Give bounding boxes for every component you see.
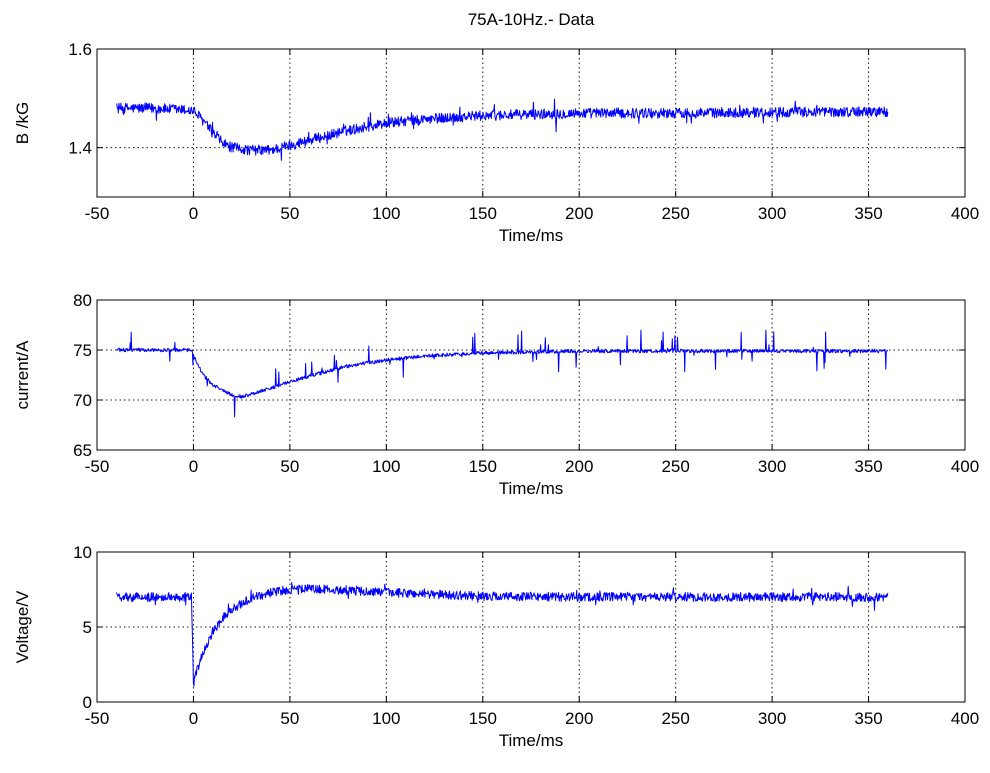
x-tick-label: 400 (951, 204, 979, 223)
x-tick-label: 0 (189, 204, 198, 223)
y-tick-label: 0 (83, 693, 92, 712)
x-tick-label: 400 (951, 457, 979, 476)
x-axis-label: Time/ms (499, 479, 564, 498)
y-axis-label: Voltage/V (13, 590, 32, 663)
y-tick-label: 1.6 (68, 40, 92, 59)
x-tick-label: -50 (85, 709, 110, 728)
y-tick-label: 80 (73, 291, 92, 310)
x-tick-label: 400 (951, 709, 979, 728)
y-axis-label: B /kG (13, 102, 32, 145)
axes-frame (96, 551, 966, 703)
y-tick-label: 5 (83, 618, 92, 637)
data-trace (116, 329, 888, 418)
x-tick-label: -50 (85, 457, 110, 476)
x-tick-label: 200 (565, 709, 593, 728)
x-tick-label: -50 (85, 204, 110, 223)
x-tick-label: 150 (469, 709, 497, 728)
x-tick-label: 250 (661, 709, 689, 728)
x-tick-label: 50 (280, 204, 299, 223)
x-tick-label: 350 (854, 709, 882, 728)
x-axis-label: Time/ms (499, 226, 564, 245)
y-axis-label: current/A (13, 340, 32, 410)
x-tick-label: 50 (280, 457, 299, 476)
x-tick-label: 200 (565, 204, 593, 223)
y-tick-label: 65 (73, 441, 92, 460)
y-tick-label: 10 (73, 543, 92, 562)
x-tick-label: 300 (758, 709, 786, 728)
x-tick-label: 250 (661, 457, 689, 476)
subplot-3: -50 0 50 100 150 200 250 300 350 4000510Time/msVo… (13, 543, 979, 750)
x-tick-label: 0 (189, 709, 198, 728)
x-tick-label: 100 (372, 457, 400, 476)
x-tick-label: 100 (372, 709, 400, 728)
data-trace (115, 582, 889, 687)
x-tick-label: 50 (280, 709, 299, 728)
x-tick-label: 350 (854, 457, 882, 476)
x-tick-label: 300 (758, 204, 786, 223)
y-tick-label: 70 (73, 391, 92, 410)
y-tick-label: 75 (73, 341, 92, 360)
x-tick-label: 100 (372, 204, 400, 223)
x-tick-label: 200 (565, 457, 593, 476)
data-trace (116, 98, 889, 161)
x-tick-label: 150 (469, 457, 497, 476)
x-axis-label: Time/ms (499, 731, 564, 750)
x-tick-label: 250 (661, 204, 689, 223)
x-tick-label: 300 (758, 457, 786, 476)
x-tick-label: 350 (854, 204, 882, 223)
axes-frame (96, 48, 966, 198)
axes-frame (96, 299, 966, 451)
subplot-1: -50 0 50 100 150 200 250 300 350 400 1.4 1.6 Time/ms… (13, 10, 979, 245)
subplot-2: -50 0 50 100 150 200 250 300 350 400 65 70 75 80 Time/… (13, 291, 979, 498)
chart-title: 75A-10Hz.- Data (468, 10, 595, 29)
x-tick-label: 0 (189, 457, 198, 476)
x-tick-label: 150 (469, 204, 497, 223)
y-tick-label: 1.4 (68, 139, 92, 158)
